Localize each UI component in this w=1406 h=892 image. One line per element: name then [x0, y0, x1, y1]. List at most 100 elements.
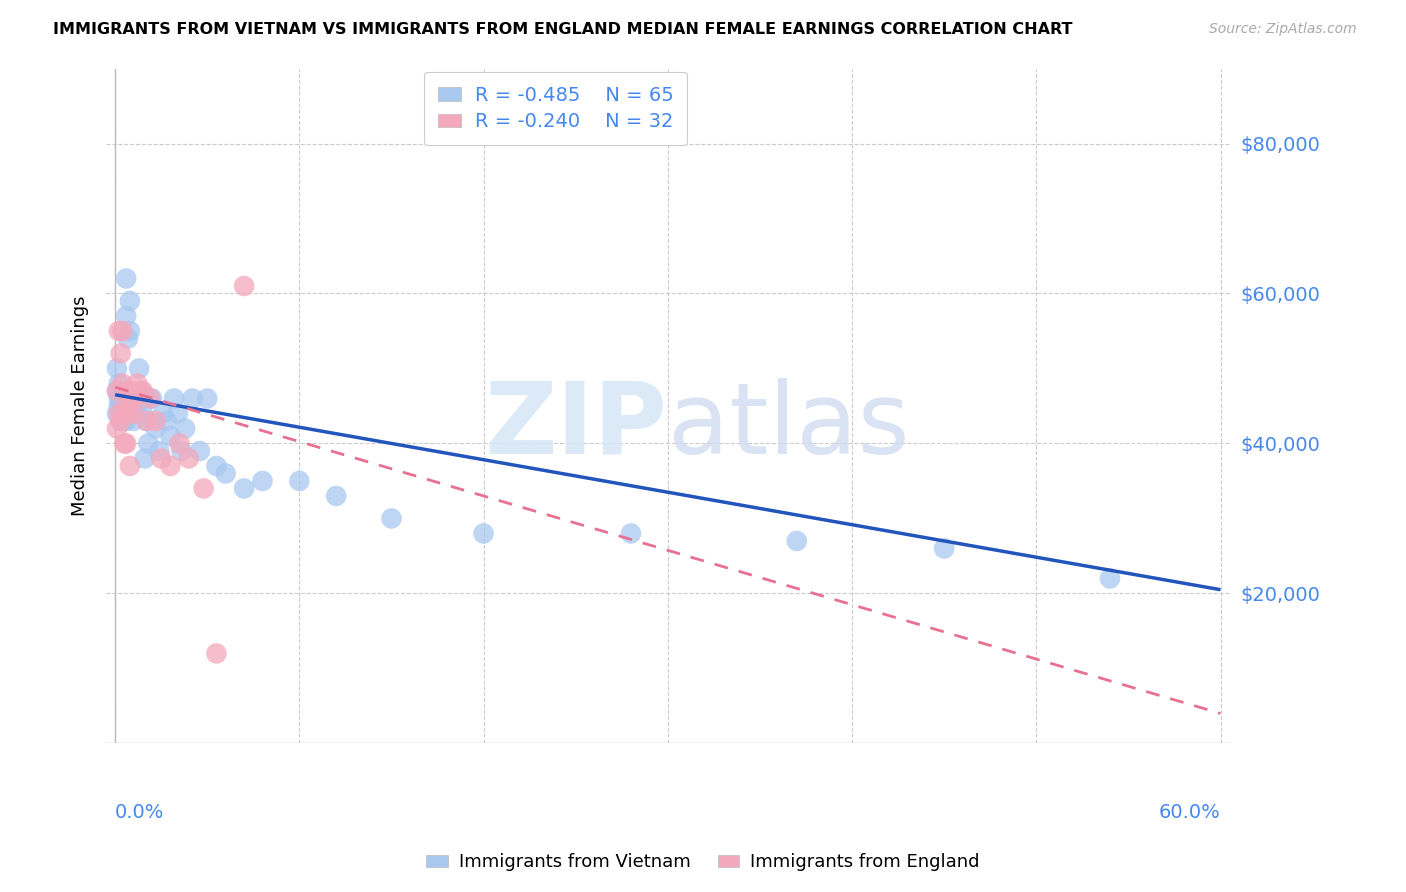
Point [117, 407, 139, 421]
Text: 0.0%: 0.0% [115, 804, 165, 822]
Point [112, 414, 135, 428]
Point [934, 541, 956, 556]
Point [129, 384, 152, 398]
Text: atlas: atlas [668, 377, 910, 475]
Point [118, 324, 141, 338]
Point [118, 293, 141, 308]
Point [112, 407, 135, 421]
Point [112, 399, 135, 413]
Point [118, 384, 141, 398]
Point [110, 384, 132, 398]
Point [122, 392, 145, 406]
Point [145, 414, 167, 428]
Point [193, 482, 215, 496]
Point [174, 421, 197, 435]
Point [122, 407, 145, 421]
Point [111, 414, 134, 428]
Point [111, 392, 134, 406]
Legend: R = -0.485    N = 65, R = -0.240    N = 32: R = -0.485 N = 65, R = -0.240 N = 32 [425, 72, 688, 145]
Point [110, 346, 132, 360]
Point [233, 482, 256, 496]
Point [111, 392, 134, 406]
Point [117, 407, 139, 421]
Point [139, 392, 162, 406]
Point [115, 399, 138, 413]
Point [110, 414, 132, 428]
Point [112, 407, 135, 421]
Point [134, 451, 156, 466]
Point [188, 444, 211, 458]
Point [117, 384, 139, 398]
Point [163, 392, 186, 406]
Point [112, 436, 135, 450]
Point [105, 421, 128, 435]
Point [105, 384, 128, 398]
Point [115, 271, 138, 285]
Text: ZIP: ZIP [485, 377, 668, 475]
Point [1098, 571, 1121, 585]
Point [110, 407, 132, 421]
Point [177, 451, 200, 466]
Point [112, 407, 135, 421]
Point [112, 399, 135, 413]
Point [110, 414, 132, 428]
Point [135, 414, 157, 428]
Point [786, 533, 808, 548]
Y-axis label: Median Female Earnings: Median Female Earnings [72, 296, 89, 516]
Point [472, 526, 495, 541]
Point [107, 324, 129, 338]
Point [107, 407, 129, 421]
Point [110, 399, 132, 413]
Point [127, 376, 149, 391]
Point [150, 451, 173, 466]
Point [121, 399, 143, 413]
Point [105, 361, 128, 376]
Text: Source: ZipAtlas.com: Source: ZipAtlas.com [1209, 22, 1357, 37]
Point [128, 384, 150, 398]
Point [136, 436, 159, 450]
Point [124, 392, 146, 406]
Legend: Immigrants from Vietnam, Immigrants from England: Immigrants from Vietnam, Immigrants from… [419, 847, 987, 879]
Point [156, 414, 179, 428]
Point [620, 526, 643, 541]
Point [139, 392, 162, 406]
Point [214, 467, 236, 481]
Point [288, 474, 311, 488]
Point [170, 444, 193, 458]
Point [117, 331, 139, 345]
Point [325, 489, 347, 503]
Point [141, 392, 163, 406]
Point [105, 407, 128, 421]
Point [107, 376, 129, 391]
Point [111, 407, 134, 421]
Point [107, 392, 129, 406]
Point [124, 407, 146, 421]
Point [115, 414, 138, 428]
Point [111, 324, 134, 338]
Point [195, 392, 218, 406]
Point [115, 436, 138, 450]
Point [111, 376, 134, 391]
Point [166, 407, 188, 421]
Point [233, 279, 256, 293]
Point [132, 384, 155, 398]
Text: IMMIGRANTS FROM VIETNAM VS IMMIGRANTS FROM ENGLAND MEDIAN FEMALE EARNINGS CORREL: IMMIGRANTS FROM VIETNAM VS IMMIGRANTS FR… [53, 22, 1073, 37]
Point [128, 361, 150, 376]
Point [127, 407, 149, 421]
Point [105, 384, 128, 398]
Point [112, 384, 135, 398]
Point [169, 436, 191, 450]
Point [134, 392, 156, 406]
Point [159, 458, 181, 473]
Point [132, 407, 155, 421]
Point [107, 399, 129, 413]
Point [152, 407, 174, 421]
Point [135, 414, 157, 428]
Point [181, 392, 204, 406]
Point [380, 511, 402, 525]
Point [115, 309, 138, 323]
Text: 60.0%: 60.0% [1159, 804, 1220, 822]
Point [122, 414, 145, 428]
Point [148, 444, 170, 458]
Point [159, 429, 181, 443]
